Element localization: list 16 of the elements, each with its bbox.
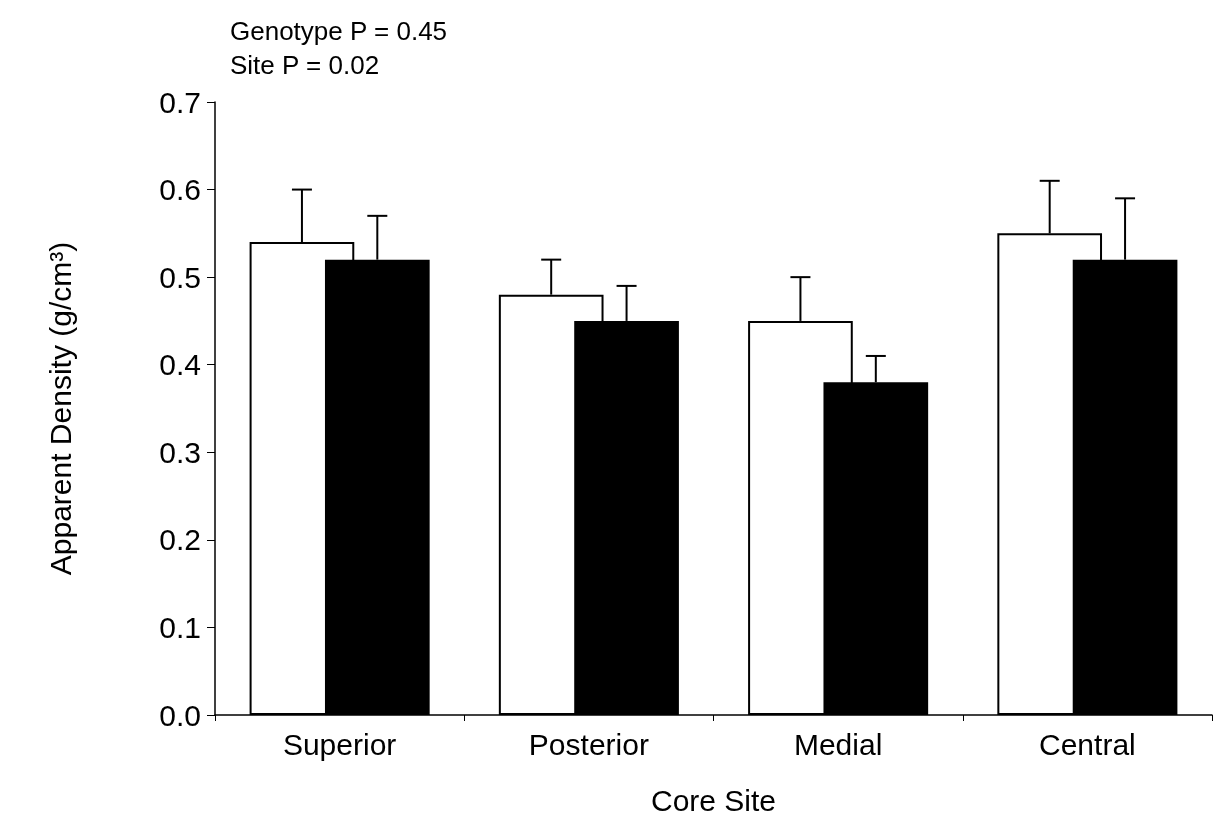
x-tick-label: Superior xyxy=(282,727,397,761)
y-tick-label: 0.2 xyxy=(159,523,201,557)
x-tick-label: Central xyxy=(1039,727,1136,761)
x-tick-label: Medial xyxy=(793,727,883,761)
x-axis-title: Core Site xyxy=(650,783,777,817)
y-tick-label: 0.7 xyxy=(159,85,201,119)
y-tick-label: 0.6 xyxy=(159,173,201,207)
y-tick-label: 0.1 xyxy=(159,610,201,644)
x-tick-label: Posterior xyxy=(528,727,649,761)
y-tick-label: 0.5 xyxy=(159,260,201,294)
y-tick-label: 0.0 xyxy=(159,698,201,732)
y-tick-label: 0.4 xyxy=(159,348,201,382)
y-axis-title: Apparent Density (g/cm³) xyxy=(43,241,77,576)
text: Site P = 0.02 xyxy=(230,50,380,80)
y-tick-label: 0.3 xyxy=(159,435,201,469)
text: Genotype P = 0.45 xyxy=(230,16,448,46)
